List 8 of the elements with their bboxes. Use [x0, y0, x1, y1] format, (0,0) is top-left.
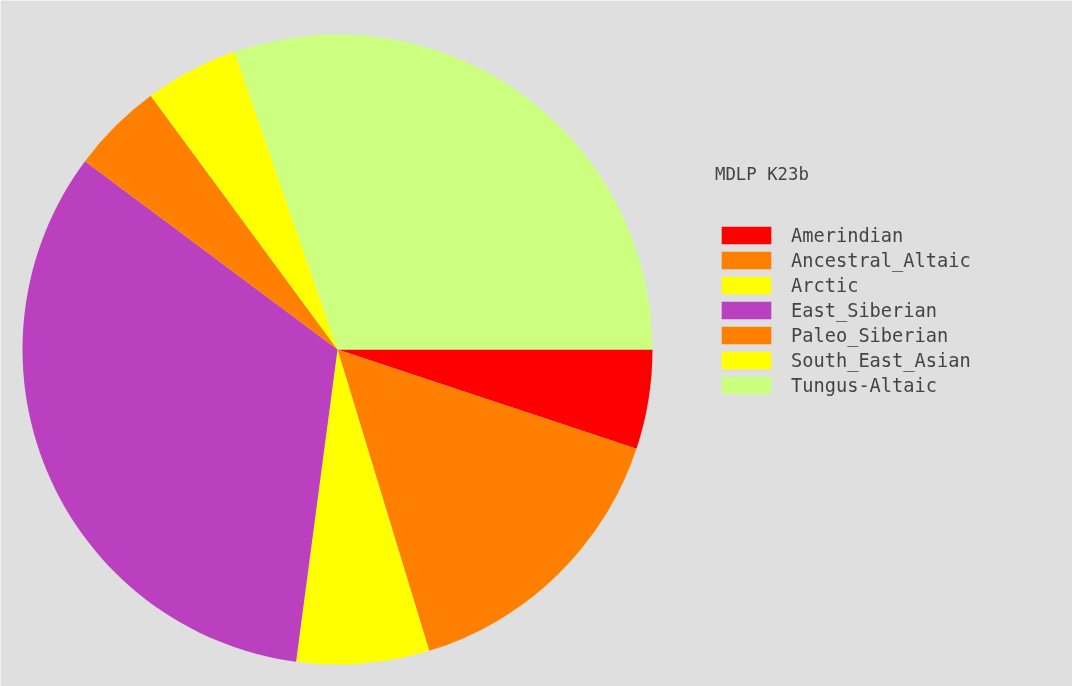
legend-label: Amerindian: [791, 224, 904, 246]
legend-label: South_East_Asian: [791, 349, 971, 371]
legend-label: East_Siberian: [791, 299, 938, 321]
legend-label: Tungus-Altaic: [791, 374, 938, 396]
legend-title: MDLP K23b: [715, 164, 810, 184]
legend-label: Ancestral_Altaic: [791, 249, 971, 271]
legend-label: Arctic: [791, 274, 859, 296]
legend-label: Paleo_Siberian: [791, 324, 949, 346]
